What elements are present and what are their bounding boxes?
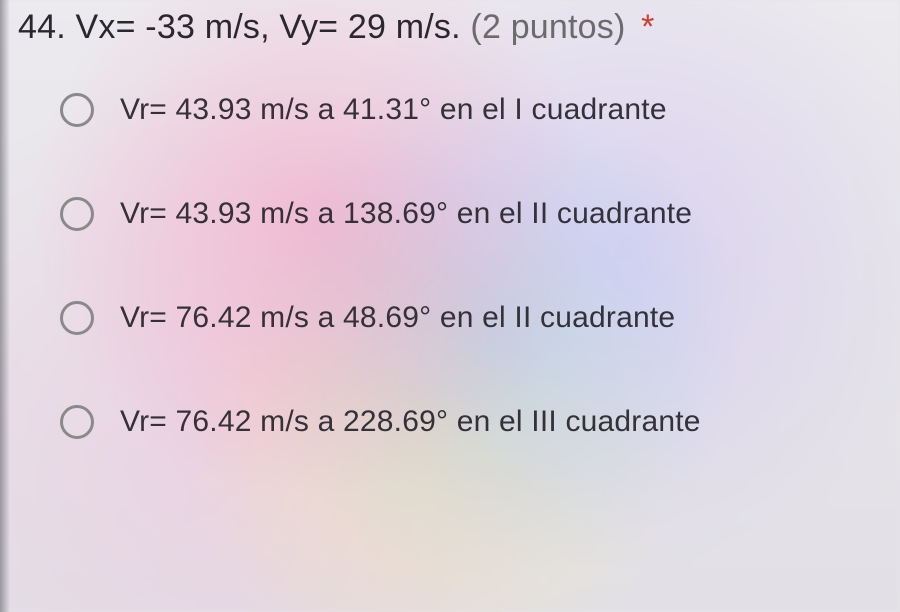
required-asterisk: *: [641, 8, 654, 46]
radio-icon[interactable]: [60, 301, 94, 335]
radio-icon[interactable]: [60, 93, 94, 127]
option-label: Vr= 76.42 m/s a 48.69° en el II cuadrant…: [120, 301, 675, 335]
options-list: Vr= 43.93 m/s a 41.31° en el I cuadrante…: [18, 93, 882, 439]
question-block: 44. Vx= -33 m/s, Vy= 29 m/s. (2 puntos) …: [0, 0, 900, 439]
question-points: (2 puntos): [470, 8, 625, 46]
radio-icon[interactable]: [60, 197, 94, 231]
option-2[interactable]: Vr= 43.93 m/s a 138.69° en el II cuadran…: [60, 197, 882, 231]
option-label: Vr= 43.93 m/s a 138.69° en el II cuadran…: [120, 197, 692, 231]
option-4[interactable]: Vr= 76.42 m/s a 228.69° en el III cuadra…: [60, 405, 882, 439]
option-1[interactable]: Vr= 43.93 m/s a 41.31° en el I cuadrante: [60, 93, 882, 127]
question-number: 44.: [18, 8, 66, 46]
option-3[interactable]: Vr= 76.42 m/s a 48.69° en el II cuadrant…: [60, 301, 882, 335]
question-text-line: 44. Vx= -33 m/s, Vy= 29 m/s. (2 puntos) …: [18, 6, 882, 49]
option-label: Vr= 76.42 m/s a 228.69° en el III cuadra…: [120, 405, 701, 439]
option-label: Vr= 43.93 m/s a 41.31° en el I cuadrante: [120, 93, 667, 127]
radio-icon[interactable]: [60, 405, 94, 439]
question-text: Vx= -33 m/s, Vy= 29 m/s.: [76, 8, 461, 46]
